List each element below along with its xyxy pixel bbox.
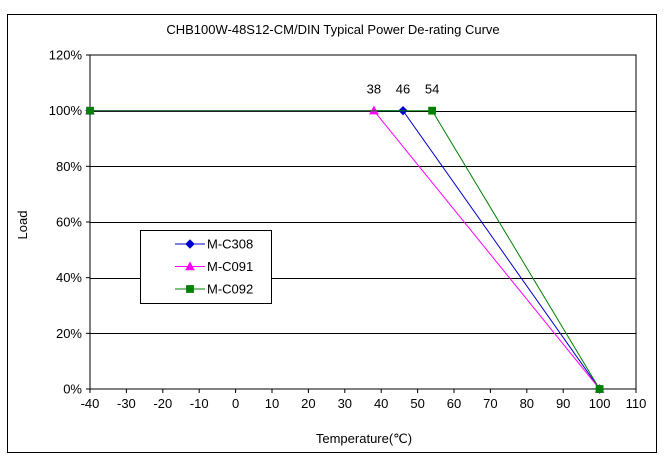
data-point <box>428 106 437 115</box>
x-tick-label: 50 <box>410 396 424 411</box>
x-tick-label: -10 <box>190 396 209 411</box>
data-point <box>595 385 604 393</box>
y-tick-label: 100% <box>49 103 83 118</box>
y-tick-label: 0% <box>63 382 82 397</box>
x-tick-label: 0 <box>232 396 239 411</box>
data-annotation: 54 <box>425 82 439 97</box>
legend: M-C308 M-C091 M-C092 <box>140 230 272 304</box>
legend-box <box>140 230 272 304</box>
legend-entry: M-C308 <box>175 237 253 252</box>
legend-label: M-C091 <box>207 259 253 274</box>
y-tick-label: 120% <box>49 48 83 63</box>
axis-ticks: 0% 20% 40% 60% 80% 100% 120% -40 -30 -20 -10 0 10 20 3… <box>49 48 647 412</box>
x-tick-label: 90 <box>556 396 570 411</box>
x-tick-label: 30 <box>338 396 352 411</box>
x-tick-label: 110 <box>626 396 647 411</box>
x-tick-label: 80 <box>520 396 534 411</box>
data-point <box>86 106 94 115</box>
legend-entry: M-C092 <box>175 282 253 297</box>
y-tick-label: 60% <box>56 215 82 230</box>
x-axis-label: Temperature(℃) <box>316 431 412 446</box>
y-axis-label: Load <box>15 211 30 240</box>
x-tick-label: 60 <box>447 396 461 411</box>
legend-marker <box>185 261 195 271</box>
y-tick-label: 40% <box>56 270 82 285</box>
x-tick-label: 40 <box>374 396 388 411</box>
data-annotation: 38 <box>367 82 381 97</box>
data-annotation: 46 <box>396 82 410 97</box>
x-tick-label: 70 <box>483 396 497 411</box>
legend-marker <box>186 285 194 293</box>
series-layer <box>85 105 605 394</box>
legend-marker <box>185 239 195 249</box>
x-tick-label: 20 <box>301 396 315 411</box>
y-tick-label: 80% <box>56 159 82 174</box>
y-tick-label: 20% <box>56 326 82 341</box>
x-tick-label: 10 <box>265 396 279 411</box>
legend-label: M-C308 <box>207 237 253 252</box>
legend-label: M-C092 <box>207 282 253 297</box>
legend-entry: M-C091 <box>175 259 253 274</box>
x-tick-label: -30 <box>117 396 136 411</box>
x-tick-label: -40 <box>81 396 100 411</box>
x-tick-label: -20 <box>153 396 172 411</box>
series-m-c092 <box>86 106 604 393</box>
chart-title: CHB100W-48S12-CM/DIN Typical Power De-ra… <box>166 22 499 37</box>
x-tick-label: 100 <box>589 396 611 411</box>
annotations: 38 46 54 <box>367 82 440 97</box>
